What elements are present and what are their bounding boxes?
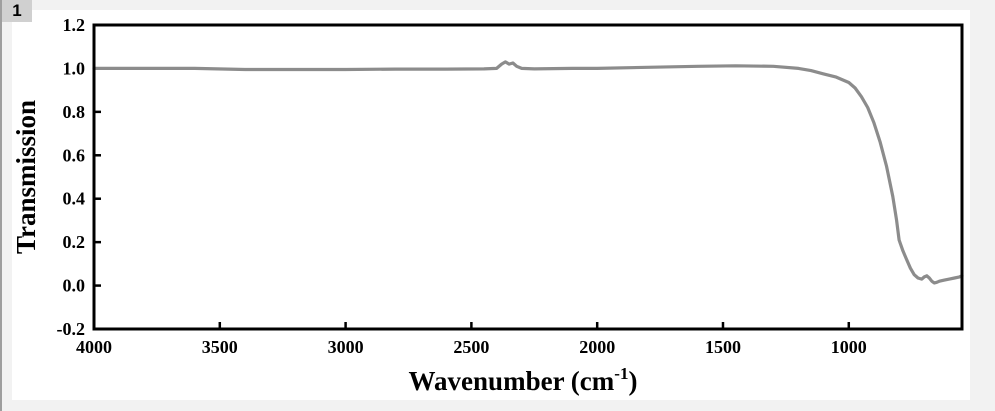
series-line <box>92 60 964 285</box>
x-axis-label-close: ) <box>628 366 637 396</box>
x-axis-label: Wavenumber (cm-1) <box>409 364 638 396</box>
y-tick-label: -0.2 <box>57 319 86 339</box>
x-tick-label: 1000 <box>831 337 867 357</box>
y-tick-label: 0.4 <box>63 189 86 209</box>
x-tick-label: 2500 <box>453 337 489 357</box>
y-tick-label: 0.8 <box>63 102 86 122</box>
x-axis-ticks: 4000 3500 3000 2500 2000 1500 1000 <box>76 322 867 357</box>
y-tick-label: 0.0 <box>63 276 86 296</box>
x-tick-label: 3500 <box>202 337 238 357</box>
axes-frame <box>92 23 964 331</box>
x-tick-label: 3000 <box>328 337 364 357</box>
x-tick-label: 4000 <box>76 337 112 357</box>
y-tick-label: 0.2 <box>63 232 86 252</box>
y-tick-label: 1.0 <box>63 58 86 78</box>
plot-background <box>12 10 970 400</box>
x-axis-label-main: Wavenumber (cm <box>409 366 615 396</box>
y-axis-label: Transmission <box>11 100 41 254</box>
x-tick-label: 1500 <box>705 337 741 357</box>
y-axis-ticks: -0.2 0.0 0.2 0.4 0.6 0.8 1.0 1.2 <box>57 15 101 339</box>
y-tick-label: 1.2 <box>63 15 86 35</box>
panel-label: 1 <box>2 0 32 22</box>
x-axis-label-superscript: -1 <box>614 364 628 383</box>
y-tick-label: 0.6 <box>63 145 86 165</box>
x-tick-label: 2000 <box>579 337 615 357</box>
left-border <box>0 0 2 411</box>
